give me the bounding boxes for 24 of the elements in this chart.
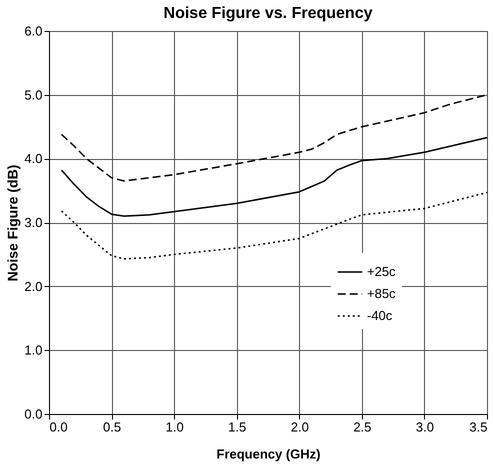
y-tick-label: 3.0: [24, 215, 42, 230]
x-tick-label: 0.5: [103, 420, 122, 434]
line-series: [60, 192, 488, 260]
legend-label: +25c: [367, 264, 396, 279]
y-tick-label: 6.0: [24, 24, 42, 38]
x-tick-label: 2.5: [353, 420, 372, 434]
x-tick-label: 1.0: [166, 420, 184, 434]
x-tick-label: 1.5: [228, 420, 246, 434]
line-series: [60, 136, 488, 217]
x-tick-label: 3.0: [416, 420, 434, 434]
y-tick-label: 5.0: [24, 87, 42, 102]
y-axis-title: Noise Figure (dB): [4, 164, 20, 282]
y-tick-label: 2.0: [24, 278, 42, 294]
x-axis-title: Frequency (GHz): [216, 446, 321, 462]
legend-label: -40c: [367, 308, 393, 323]
x-tick-label: 0.0: [50, 420, 68, 434]
line-series: [60, 94, 488, 182]
x-tick-label: 2.0: [290, 420, 309, 434]
y-tick-label: 4.0: [24, 151, 42, 166]
y-tick-label: 1.0: [24, 342, 42, 358]
legend-label: +85c: [367, 286, 396, 301]
x-tick-label: 3.5: [469, 420, 488, 434]
chart-title: Noise Figure vs. Frequency: [164, 5, 373, 22]
y-tick-label: 0.0: [24, 406, 42, 422]
